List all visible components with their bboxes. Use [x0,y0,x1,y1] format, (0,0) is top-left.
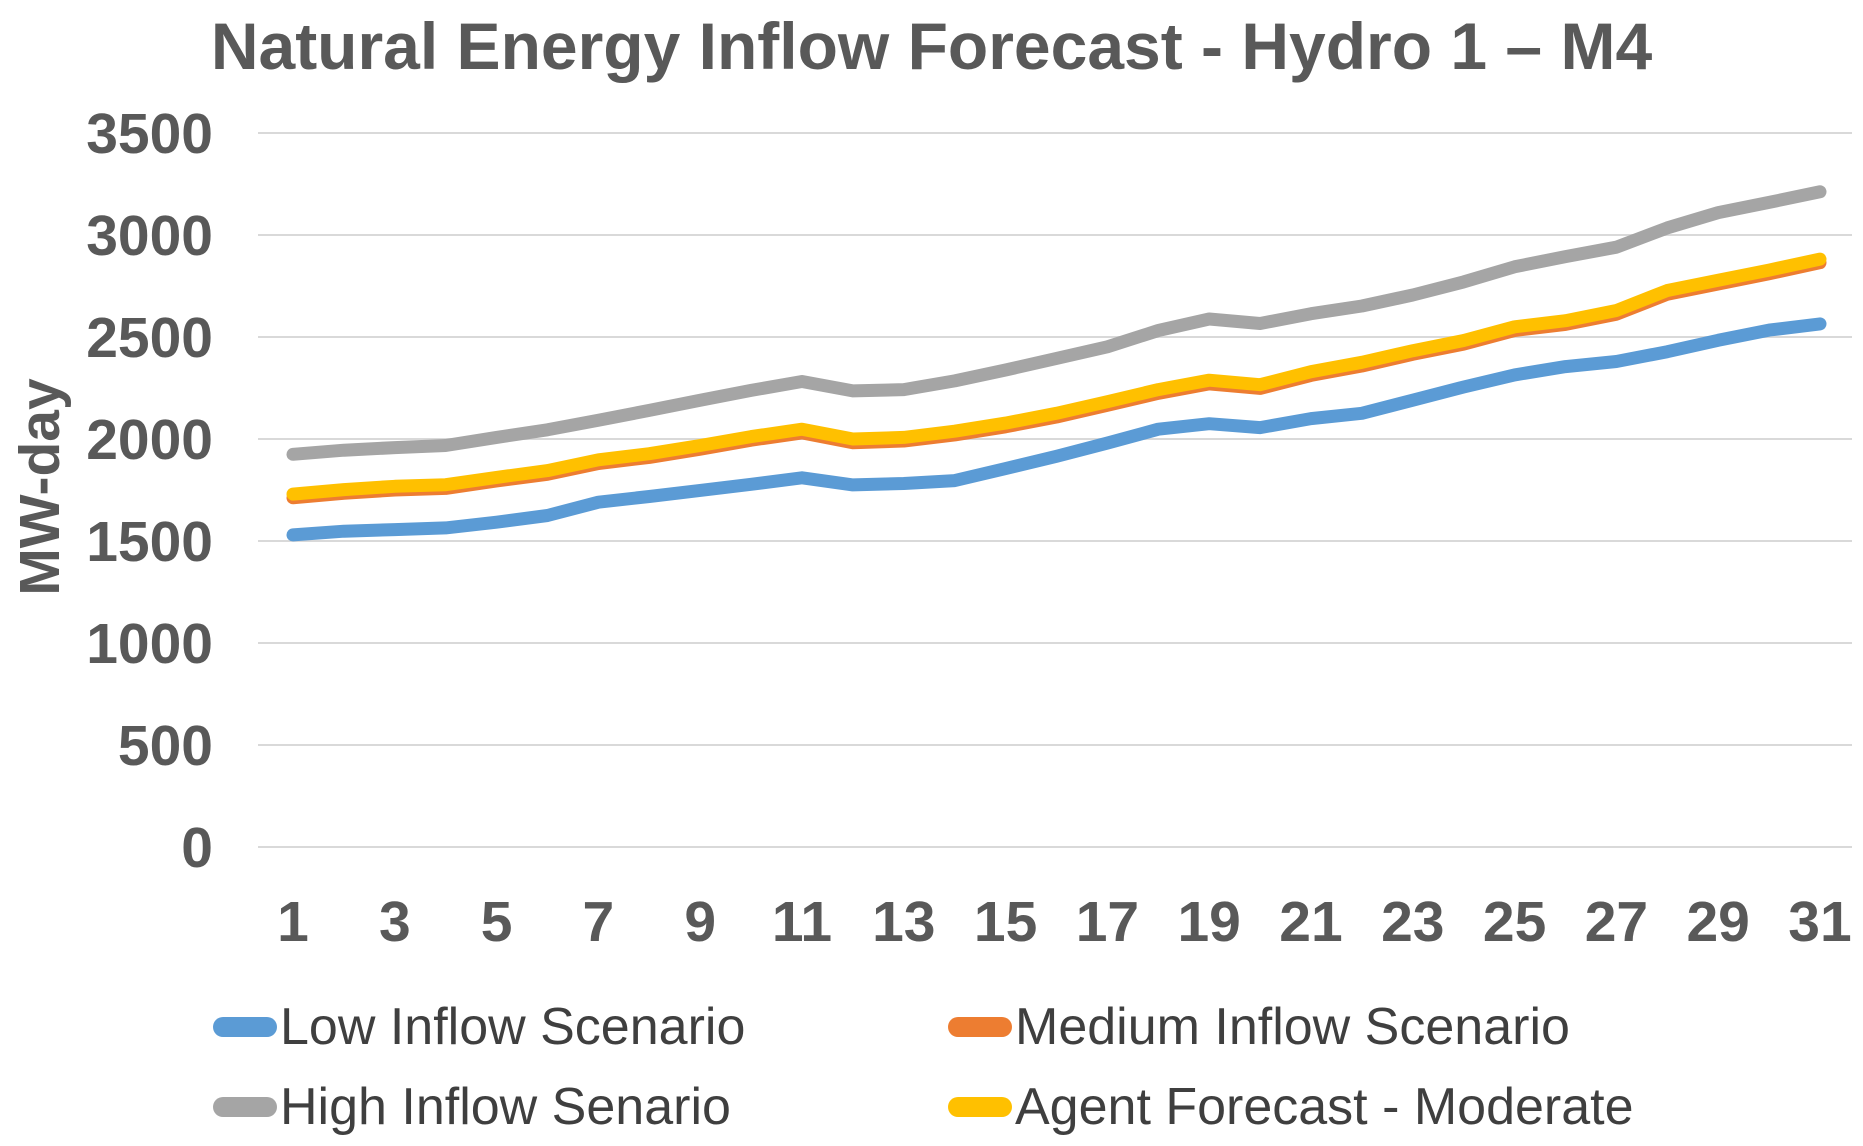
series-line-low-inflow-scenario [286,317,1827,542]
x-tick-label: 13 [872,890,935,954]
x-tick-label: 11 [772,890,832,954]
legend-swatch-icon [948,1017,1012,1037]
legend-label: Agent Forecast - Moderate [1015,1078,1634,1136]
legend-swatch-icon [213,1097,277,1117]
legend-item: High Inflow Senario [213,1078,731,1136]
legend-swatch-icon [213,1017,277,1037]
x-tick-label: 23 [1381,890,1444,954]
y-tick-label: 500 [118,714,213,778]
y-tick-label: 2000 [86,408,213,472]
x-tick-label: 27 [1585,890,1648,954]
x-tick-label: 15 [974,890,1037,954]
legend-swatch-icon [948,1097,1012,1117]
x-tick-label: 9 [684,890,716,954]
x-tick-label: 21 [1279,890,1342,954]
x-tick-label: 17 [1076,890,1139,954]
legend-item: Medium Inflow Scenario [948,998,1570,1056]
legend-label: Medium Inflow Scenario [1015,998,1570,1056]
x-tick-label: 5 [481,890,513,954]
y-tick-label: 2500 [86,306,213,370]
x-tick-label: 29 [1686,890,1749,954]
y-tick-label: 0 [181,816,213,880]
x-tick-label: 1 [277,890,309,954]
x-tick-label: 31 [1788,890,1851,954]
y-tick-label: 1500 [86,510,213,574]
y-tick-label: 1000 [86,612,213,676]
chart-title: Natural Energy Inflow Forecast - Hydro 1… [210,9,1653,83]
x-tick-label: 7 [583,890,615,954]
legend-item: Agent Forecast - Moderate [948,1078,1634,1136]
x-tick-label: 3 [379,890,411,954]
series-line-high-inflow-senario [286,185,1827,461]
y-tick-label: 3000 [86,204,213,268]
x-tick-label: 19 [1177,890,1240,954]
legend-item: Low Inflow Scenario [213,998,745,1056]
x-tick-label: 25 [1483,890,1546,954]
legend-label: Low Inflow Scenario [280,998,746,1056]
legend-label: High Inflow Senario [280,1078,731,1136]
y-tick-label: 3500 [86,102,213,166]
series-line-agent-forecast-moderate [286,252,1827,501]
